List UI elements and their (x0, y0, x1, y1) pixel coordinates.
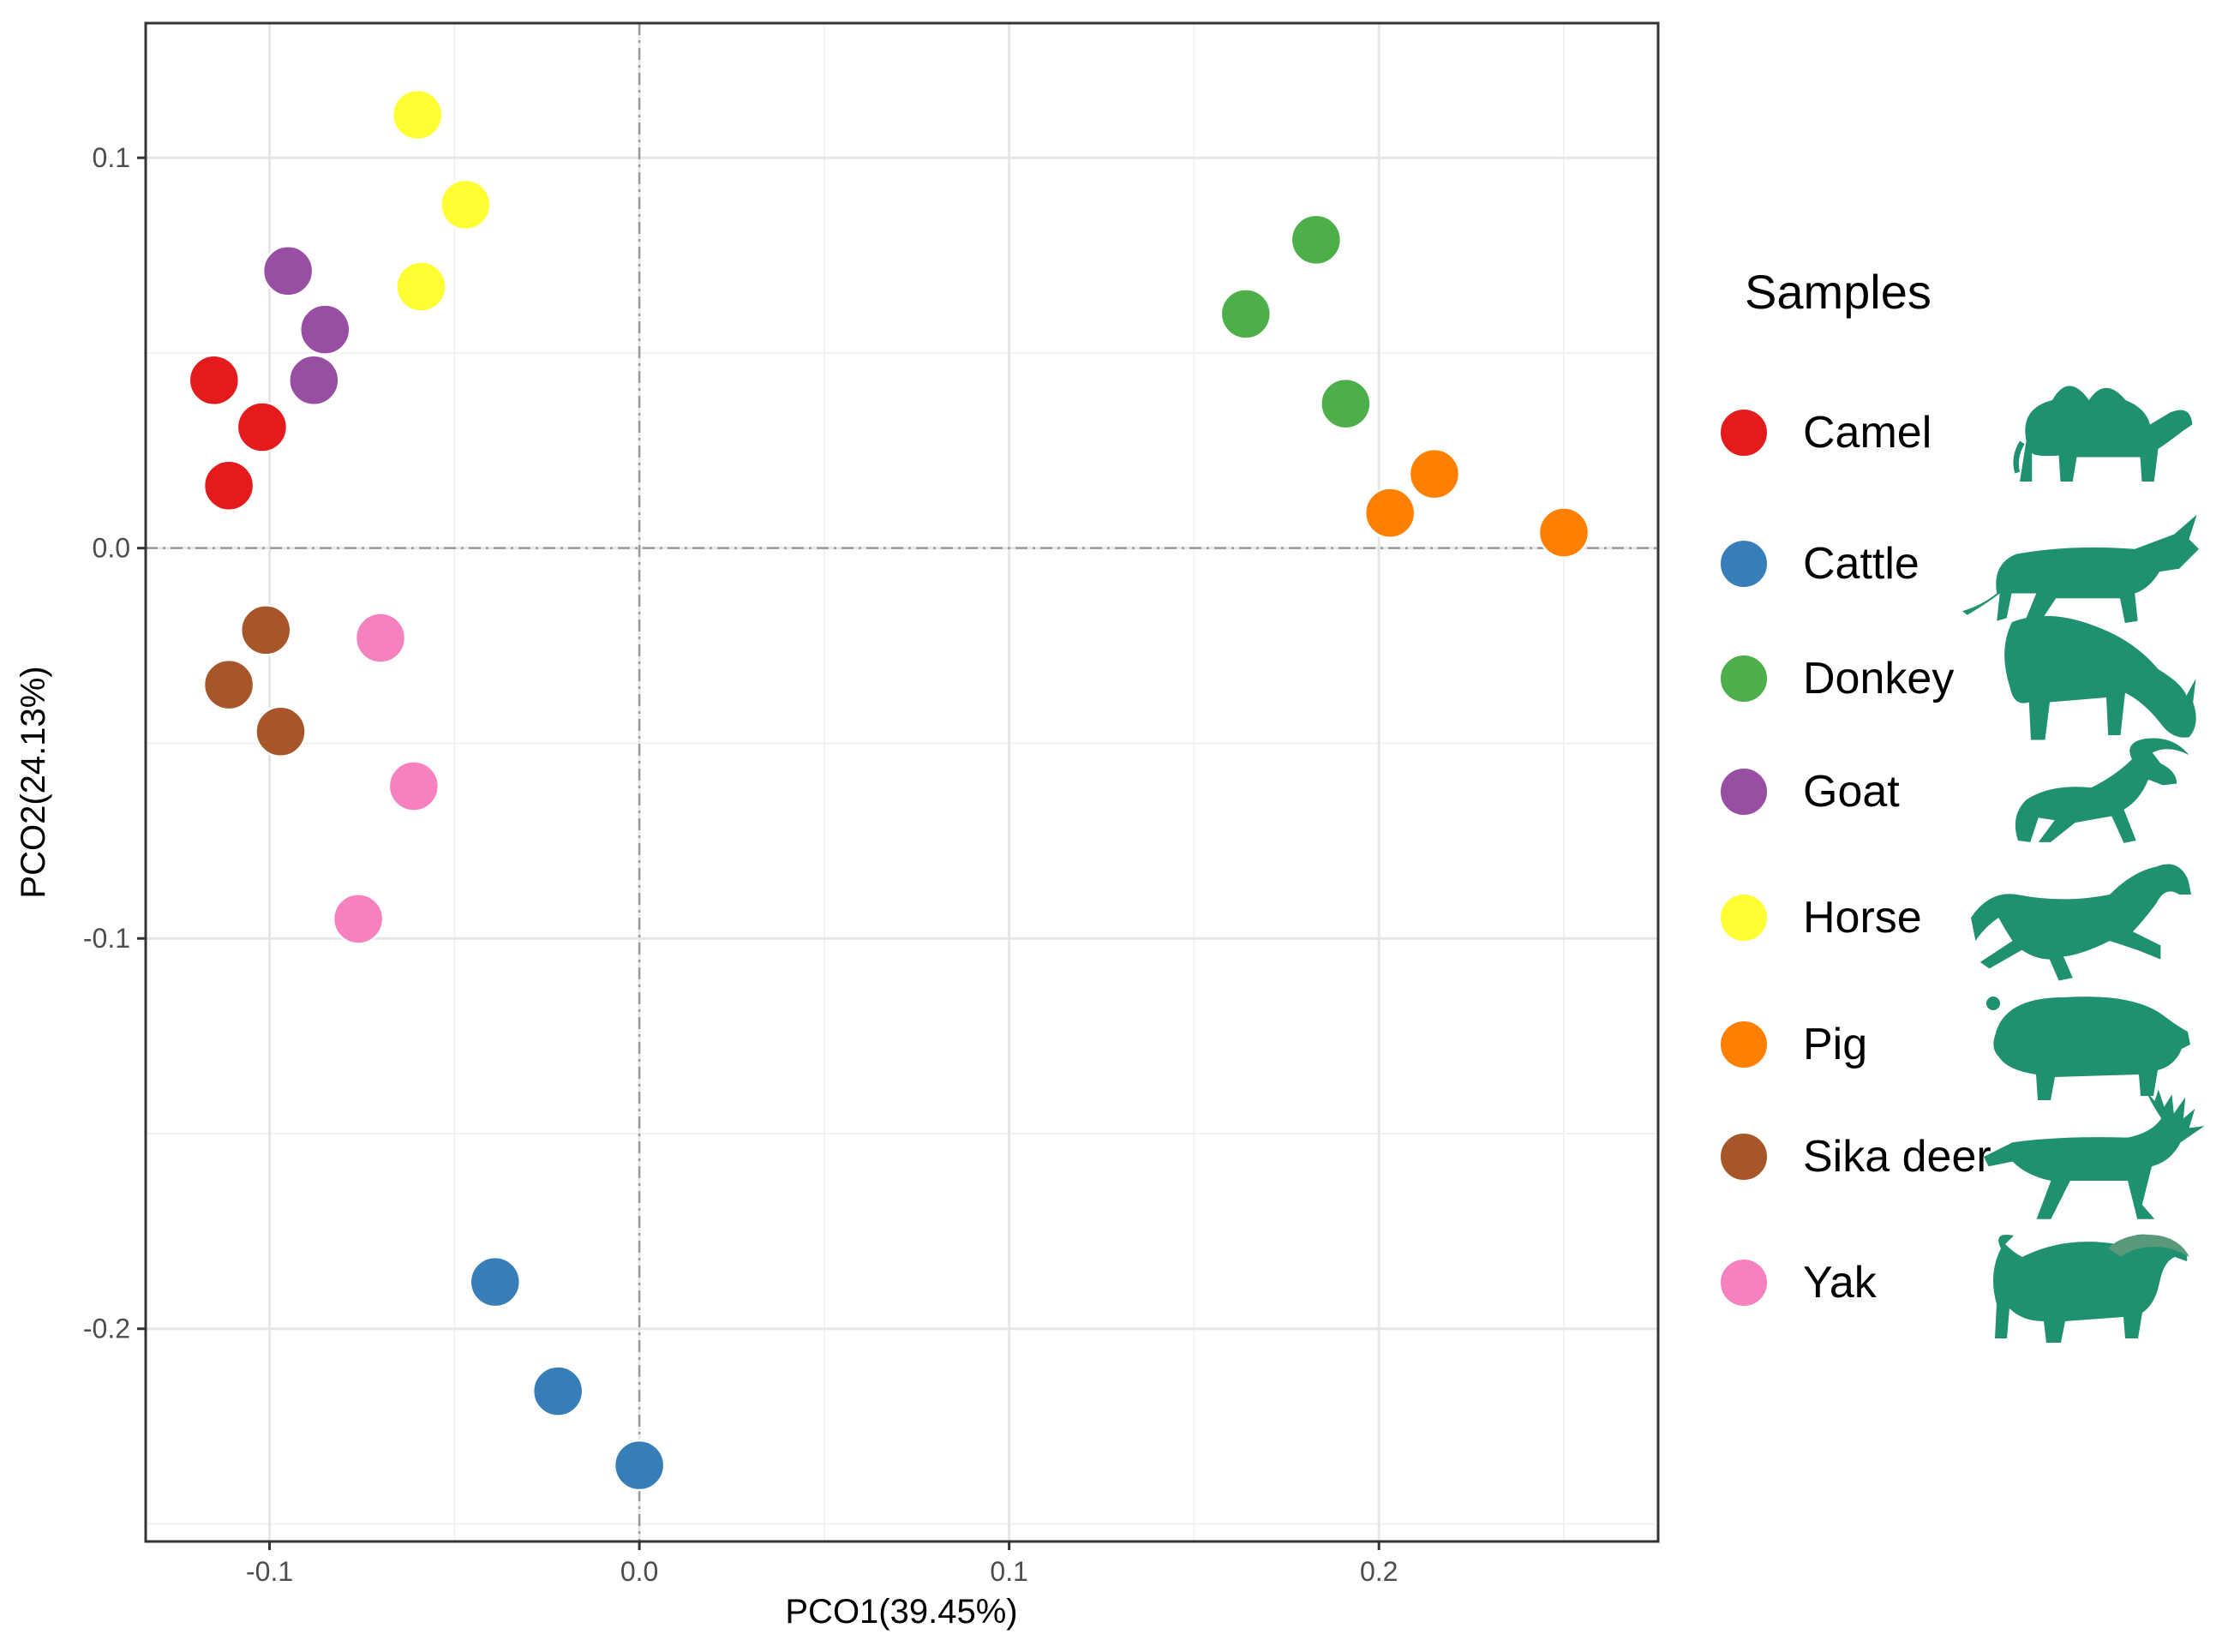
point-yak (387, 760, 440, 812)
legend-item-sika-deer: Sika deer (1719, 1089, 2205, 1219)
point-cattle (469, 1255, 522, 1308)
legend-key-horse (1719, 893, 1769, 943)
legend-label-goat: Goat (1803, 767, 1900, 817)
legend: Samples Camel Cattle Donkey Goat Horse Pig Sik… (1719, 265, 2205, 1343)
legend-label-cattle: Cattle (1803, 539, 1920, 589)
point-camel (202, 459, 255, 512)
point-donkey (1219, 288, 1273, 340)
point-cattle (531, 1365, 584, 1417)
point-pig (1537, 506, 1590, 559)
y-tick-label: -0.2 (83, 1314, 130, 1344)
legend-key-goat (1719, 767, 1769, 817)
legend-item-horse: Horse (1719, 864, 2192, 981)
legend-title: Samples (1745, 265, 1932, 319)
y-axis-label: PCO2(24.13%) (15, 666, 52, 898)
point-horse (440, 178, 492, 231)
legend-key-cattle (1719, 539, 1769, 589)
legend-item-pig: Pig (1719, 997, 2190, 1100)
point-horse (391, 88, 444, 141)
point-camel (188, 354, 241, 407)
x-tick-label: 0.0 (620, 1556, 658, 1587)
legend-label-sika-deer: Sika deer (1803, 1132, 1991, 1182)
legend-key-camel (1719, 408, 1769, 458)
legend-key-donkey (1719, 654, 1769, 703)
legend-label-donkey: Donkey (1803, 654, 1954, 703)
point-sika-deer (202, 658, 255, 711)
point-sika-deer (240, 604, 292, 656)
point-donkey (1320, 377, 1372, 430)
legend-key-yak (1719, 1258, 1769, 1308)
point-pig (1363, 487, 1416, 539)
legend-label-horse: Horse (1803, 893, 1922, 943)
legend-label-camel: Camel (1803, 408, 1932, 458)
legend-item-yak: Yak (1719, 1234, 2189, 1343)
y-tick-label: -0.1 (83, 923, 130, 954)
data-points (188, 88, 1590, 1492)
point-yak (332, 893, 385, 945)
x-tick-label: 0.1 (990, 1556, 1027, 1587)
legend-label-yak: Yak (1803, 1258, 1878, 1308)
x-tick-label: -0.1 (246, 1556, 293, 1587)
point-goat (288, 354, 340, 407)
x-tick-label: 0.2 (1360, 1556, 1398, 1587)
legend-label-pig: Pig (1803, 1020, 1867, 1069)
x-axis-label: PCO1(39.45%) (785, 1593, 1017, 1631)
point-pig (1408, 447, 1461, 500)
reference-lines (146, 23, 1658, 1541)
point-donkey (1290, 213, 1343, 266)
legend-item-goat: Goat (1719, 738, 2189, 843)
legend-item-cattle: Cattle (1719, 514, 2199, 628)
point-camel (236, 401, 289, 453)
legend-key-sika-deer (1719, 1132, 1769, 1182)
legend-item-camel: Camel (1719, 386, 2193, 482)
point-goat (261, 245, 314, 297)
legend-key-pig (1719, 1020, 1769, 1069)
plot-panel-border (144, 21, 1660, 1543)
point-yak (354, 612, 407, 664)
y-tick-label: 0.1 (93, 142, 130, 173)
point-sika-deer (255, 705, 307, 758)
point-horse (395, 260, 447, 313)
point-goat (299, 303, 351, 356)
grid-lines (146, 23, 1658, 1541)
axes: -0.1 0.0 0.1 0.2 -0.2 -0.1 0.0 0.1 (83, 142, 1398, 1587)
y-tick-label: 0.0 (93, 533, 130, 564)
point-cattle (613, 1439, 666, 1492)
legend-item-donkey: Donkey (1719, 615, 2196, 740)
